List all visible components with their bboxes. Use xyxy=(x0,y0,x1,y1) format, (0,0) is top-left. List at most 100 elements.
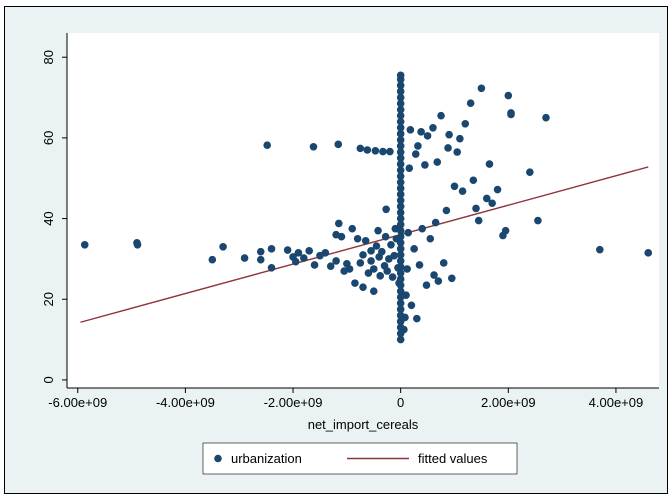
data-point xyxy=(466,99,475,107)
data-point xyxy=(507,110,515,119)
data-point xyxy=(386,147,394,156)
data-point xyxy=(430,271,438,279)
data-point xyxy=(477,84,486,93)
data-point xyxy=(371,146,380,155)
data-point xyxy=(418,224,427,233)
data-point xyxy=(444,144,452,152)
data-point xyxy=(410,245,418,253)
data-point xyxy=(445,130,453,139)
data-point xyxy=(453,148,461,156)
data-point xyxy=(414,142,422,150)
data-point xyxy=(390,251,399,260)
data-point xyxy=(396,269,405,277)
data-point xyxy=(396,220,405,229)
data-point xyxy=(396,93,405,102)
data-point xyxy=(644,249,653,257)
legend-label-urbanization: urbanization xyxy=(231,451,302,466)
legend-box xyxy=(202,442,518,475)
data-point xyxy=(396,196,405,205)
data-point xyxy=(431,218,440,227)
x-tick-label: -4.00e+09 xyxy=(156,395,215,410)
data-point xyxy=(348,224,357,233)
data-point xyxy=(485,160,494,168)
data-point xyxy=(461,119,470,128)
data-point xyxy=(396,184,405,193)
data-point xyxy=(291,257,300,266)
data-point xyxy=(450,182,459,191)
data-point xyxy=(396,190,405,199)
data-point xyxy=(382,205,390,214)
data-point xyxy=(364,269,373,277)
data-point xyxy=(396,172,405,181)
data-point xyxy=(305,247,313,255)
data-point xyxy=(396,160,405,168)
data-point xyxy=(396,335,405,344)
data-point xyxy=(363,146,372,154)
data-point xyxy=(208,255,217,264)
fitted-line xyxy=(80,166,649,323)
data-point xyxy=(422,281,431,289)
legend-symbol-urbanization xyxy=(214,454,222,463)
data-point xyxy=(413,314,421,323)
y-tick-label: 20 xyxy=(41,292,56,306)
data-point xyxy=(367,257,375,265)
data-point xyxy=(415,261,424,269)
data-point xyxy=(396,245,405,253)
legend-label-fitted-values: fitted values xyxy=(418,451,488,466)
data-point xyxy=(396,87,405,96)
axes-layer: 0 20 40 60 80 -6.00e+09 -4.00e+09 -2.00e+09 0 2.0… xyxy=(41,33,659,410)
data-point xyxy=(381,232,390,241)
data-point xyxy=(133,240,142,249)
data-point xyxy=(309,142,318,151)
data-point xyxy=(396,124,405,132)
data-point xyxy=(396,117,405,126)
data-point xyxy=(300,254,308,262)
data-point xyxy=(406,126,415,134)
data-point xyxy=(493,185,502,194)
data-point xyxy=(326,262,335,270)
data-point xyxy=(596,245,604,254)
data-point xyxy=(442,206,451,215)
data-point xyxy=(379,147,387,156)
data-point xyxy=(267,263,276,272)
data-point xyxy=(359,283,367,291)
data-point xyxy=(474,216,483,225)
data-point xyxy=(396,99,405,108)
data-point xyxy=(400,325,408,334)
data-point xyxy=(310,261,319,269)
data-point xyxy=(404,228,413,237)
data-point xyxy=(411,150,420,158)
data-point xyxy=(458,187,467,195)
data-point xyxy=(482,194,491,203)
data-point xyxy=(396,142,405,150)
data-point xyxy=(337,232,346,241)
data-point xyxy=(396,154,405,162)
data-point xyxy=(334,140,343,149)
data-point xyxy=(361,236,370,245)
data-point xyxy=(396,71,405,80)
data-point xyxy=(396,226,405,235)
data-point xyxy=(396,238,405,247)
y-tick-label: 60 xyxy=(41,131,56,145)
data-point xyxy=(396,287,405,295)
data-point xyxy=(263,141,272,149)
data-point xyxy=(488,199,496,208)
data-point xyxy=(351,279,359,287)
data-point xyxy=(542,113,550,122)
data-point xyxy=(356,144,365,153)
data-point xyxy=(534,216,542,225)
data-point xyxy=(359,251,367,259)
fit-line-layer xyxy=(80,166,649,323)
data-point xyxy=(405,164,414,172)
data-point xyxy=(376,272,385,280)
y-tick-label: 80 xyxy=(41,50,56,64)
legend: urbanization fitted values xyxy=(202,442,518,475)
y-tick-label: 0 xyxy=(41,376,56,383)
data-point xyxy=(501,226,510,235)
data-point xyxy=(402,291,410,300)
data-point xyxy=(256,247,265,256)
x-axis-title: net_import_cereals xyxy=(308,417,419,432)
data-point xyxy=(396,208,405,217)
data-point xyxy=(294,249,303,257)
data-point xyxy=(369,265,378,273)
